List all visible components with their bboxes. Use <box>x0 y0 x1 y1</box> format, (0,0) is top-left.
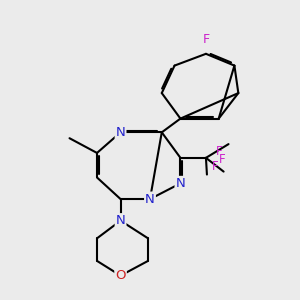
Text: F: F <box>212 160 218 172</box>
Text: F: F <box>202 33 209 46</box>
Text: N: N <box>116 126 125 139</box>
Text: N: N <box>176 177 185 190</box>
Text: N: N <box>116 214 125 227</box>
Text: O: O <box>115 269 126 282</box>
Text: N: N <box>145 193 155 206</box>
Text: F: F <box>219 153 226 166</box>
Text: F: F <box>216 145 223 158</box>
